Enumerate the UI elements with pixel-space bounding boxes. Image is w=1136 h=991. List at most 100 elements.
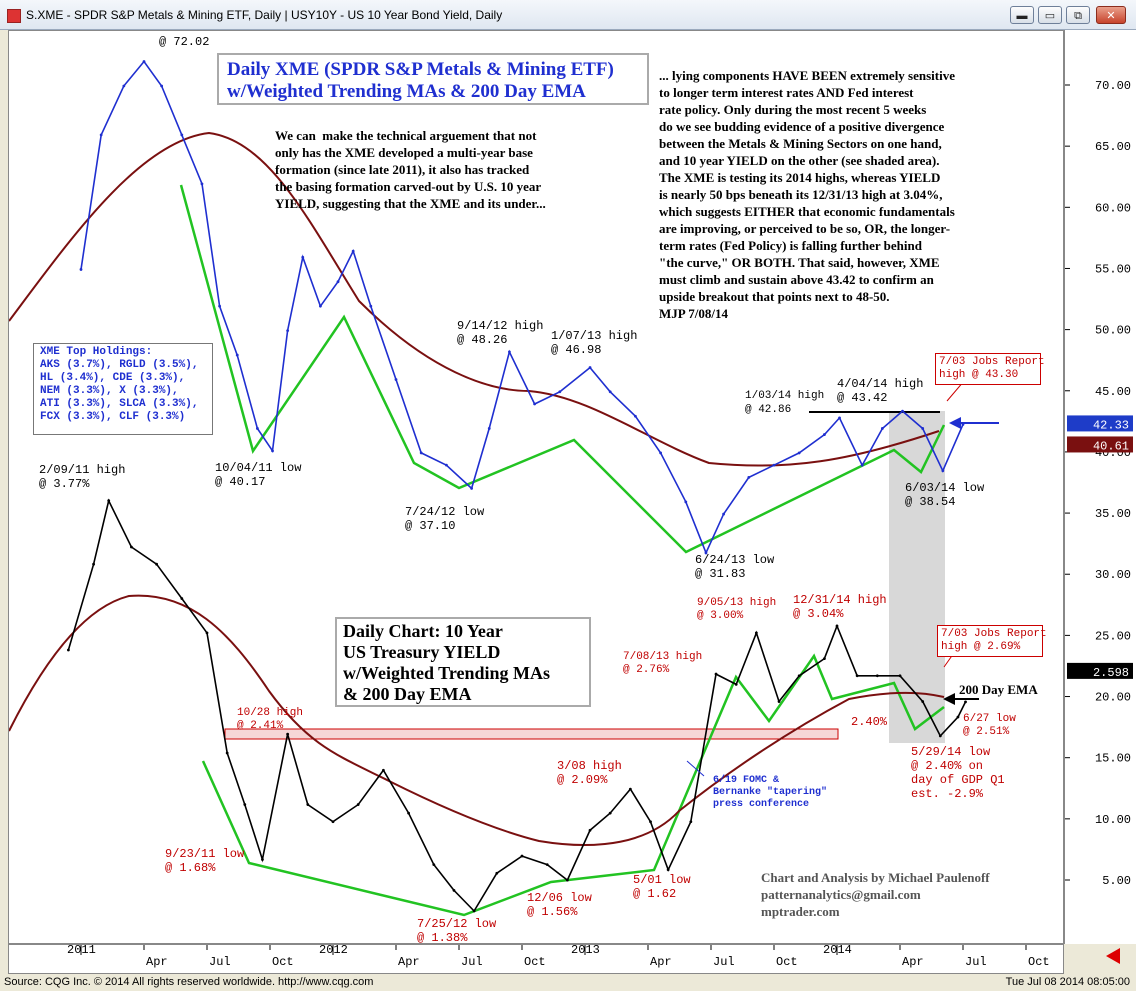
y-axis[interactable]: 70.00 65.00 60.00 55.00 50.00 45.00 40.00 35.00… — [1064, 30, 1136, 944]
xme-point — [160, 84, 164, 88]
xme-point — [704, 551, 708, 555]
fomc-pointer — [686, 760, 705, 777]
minimize-button[interactable]: ▭ — [1038, 6, 1062, 24]
xme-point — [558, 390, 562, 394]
y-tick-label: 20.00 — [1095, 691, 1131, 705]
annotation-jobs-yld: 7/03 Jobs Report high @ 2.69% — [937, 625, 1047, 657]
xme-point — [747, 475, 751, 479]
xme-point — [722, 512, 725, 516]
yield-point — [432, 863, 436, 867]
yield-point — [938, 734, 942, 738]
maximize-button[interactable]: ⧉ — [1066, 6, 1090, 24]
annotation-yld-0627: 6/27 low @ 2.51% — [963, 713, 1016, 738]
xme-point — [659, 451, 662, 455]
yield-point — [875, 674, 879, 678]
yield-point — [225, 751, 229, 755]
x-tick-label: Jul — [713, 955, 735, 969]
holdings-box: XME Top Holdings: AKS (3.7%), RGLD (3.5%… — [33, 343, 213, 435]
chart-plot-area[interactable]: Daily XME (SPDR S&P Metals & Mining ETF)… — [8, 30, 1064, 945]
yield-point — [649, 820, 652, 824]
window-titlebar[interactable]: S.XME - SPDR S&P Metals & Mining ETF, Da… — [0, 0, 1136, 30]
xme-point — [445, 463, 448, 467]
annotation-xme-2012high: 9/14/12 high @ 48.26 — [457, 319, 544, 347]
annotation-yld-0725: 7/25/12 low @ 1.38% — [417, 917, 497, 945]
price-tag-label: 2.598 — [1093, 666, 1129, 680]
y-tick-label: 65.00 — [1095, 140, 1131, 154]
y-tick-label: 35.00 — [1095, 507, 1131, 521]
credit-block: Chart and Analysis by Michael Paulenoff … — [761, 869, 990, 920]
yield-point — [734, 682, 738, 686]
scroll-left-arrow-icon[interactable] — [1106, 948, 1120, 964]
xme-title-box: Daily XME (SPDR S&P Metals & Mining ETF)… — [217, 53, 649, 105]
yield-trendlines — [201, 653, 945, 917]
price-tag-label: 40.61 — [1093, 439, 1129, 453]
yield-point — [545, 863, 549, 867]
xme-point — [508, 350, 511, 354]
annotation-yld-240: 2.40% — [851, 715, 888, 729]
yield-point — [689, 820, 693, 824]
credit-email: patternanalytics@gmail.com — [761, 887, 921, 902]
xme-point — [533, 402, 536, 406]
yield-point — [261, 858, 264, 861]
window-extra-button[interactable]: ▬ — [1010, 6, 1034, 24]
yield-point — [382, 768, 385, 772]
chart-svg — [9, 60, 999, 917]
xme-trendlines — [179, 184, 946, 554]
yield-point — [180, 597, 184, 600]
xme-point — [256, 427, 259, 430]
x-tick-label: Oct — [524, 955, 546, 969]
xme-point — [142, 60, 146, 63]
yield-point — [243, 803, 247, 806]
y-tick-label: 50.00 — [1095, 324, 1131, 338]
price-tag — [1067, 436, 1133, 453]
yield-point — [155, 562, 159, 566]
annotation-xme-2014low: 6/03/14 low @ 38.54 — [905, 481, 985, 509]
yield-point — [306, 803, 310, 806]
yield-point — [964, 700, 967, 704]
annotation-xme-2012low: 7/24/12 low @ 37.10 — [405, 505, 485, 533]
annotation-yld-1231: 12/31/14 high @ 3.04% — [793, 593, 887, 621]
xme-point — [941, 469, 945, 473]
annotation-yld-0308: 3/08 high @ 2.09% — [557, 759, 622, 787]
annotation-jobs-xme: 7/03 Jobs Report high @ 43.30 — [935, 353, 1045, 385]
xme-point — [369, 304, 373, 308]
annotation-yld-0905: 9/05/13 high @ 3.00% — [697, 597, 777, 622]
xme-point — [394, 378, 398, 381]
annotation-xme-2013high: 1/07/13 high @ 46.98 — [551, 329, 638, 357]
yield-title-line3: w/Weighted Trending MAs — [343, 663, 551, 683]
xme-point — [634, 414, 637, 418]
xme-point — [838, 416, 841, 420]
xme-point — [301, 255, 305, 259]
yield-title-line1: Daily Chart: 10 Year — [343, 621, 503, 641]
credit-site: mptrader.com — [761, 904, 840, 919]
yield-title-line4: & 200 Day EMA — [343, 684, 472, 704]
price-tag — [1067, 415, 1133, 432]
y-tick-label: 45.00 — [1095, 385, 1131, 399]
xme-arrowhead — [949, 417, 961, 429]
yield-title-line2: US Treasury YIELD — [343, 642, 501, 662]
copyright: Source: CQG Inc. © 2014 All rights reser… — [4, 976, 374, 988]
annotation-yld-0501: 5/01 low @ 1.62 — [633, 873, 691, 901]
x-tick-label: 2013 — [571, 945, 600, 957]
divergence-shade — [889, 411, 945, 743]
yield-point — [666, 868, 670, 872]
yield-point — [628, 787, 632, 791]
x-tick-label: 2014 — [823, 945, 852, 957]
close-button[interactable]: ✕ — [1096, 6, 1126, 24]
yield-title-box: Daily Chart: 10 Year US Treasury YIELD w… — [335, 617, 591, 707]
holdings-line: FCX (3.3%), CLF (3.3%) — [40, 411, 186, 423]
yield-point — [777, 700, 781, 703]
xme-point — [235, 353, 239, 357]
xme-point — [122, 84, 126, 88]
xme-point — [608, 390, 612, 394]
xme-point — [470, 486, 473, 490]
holdings-title: XME Top Holdings: — [40, 346, 153, 358]
series-layer — [67, 60, 967, 913]
xme-point — [351, 249, 355, 253]
y-axis-svg: 70.0065.0060.0055.0050.0045.0040.0035.00… — [1065, 79, 1133, 888]
xme-point — [180, 133, 184, 137]
commentary-left: We can make the technical arguement that… — [275, 128, 546, 211]
x-axis[interactable]: 2011 Apr Jul Oct 2012 Apr Jul Oct 2013 Apr Jul Oct 2… — [8, 944, 1064, 974]
annotation-yld-0708: 7/08/13 high @ 2.76% — [623, 651, 703, 676]
xme-point — [880, 427, 884, 430]
